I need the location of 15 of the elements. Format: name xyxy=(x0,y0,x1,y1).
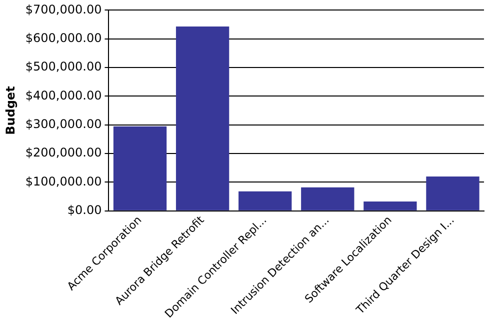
y-tick-label: $200,000.00 xyxy=(25,146,102,160)
bar xyxy=(176,26,230,210)
y-axis-title: Budget xyxy=(3,86,18,135)
y-tick-label: $400,000.00 xyxy=(25,88,102,102)
y-tick-label: $600,000.00 xyxy=(25,31,102,45)
y-tick-label: $300,000.00 xyxy=(25,117,102,132)
y-tick-label: $0.00 xyxy=(67,203,102,218)
y-tick-label: $100,000.00 xyxy=(25,174,102,188)
bar xyxy=(364,201,417,210)
bar xyxy=(238,191,292,210)
y-tick-label: $500,000.00 xyxy=(25,60,102,74)
bar xyxy=(426,176,480,210)
y-tick-label: $700,000.00 xyxy=(25,2,102,16)
bar xyxy=(113,126,167,210)
bar xyxy=(301,187,354,210)
